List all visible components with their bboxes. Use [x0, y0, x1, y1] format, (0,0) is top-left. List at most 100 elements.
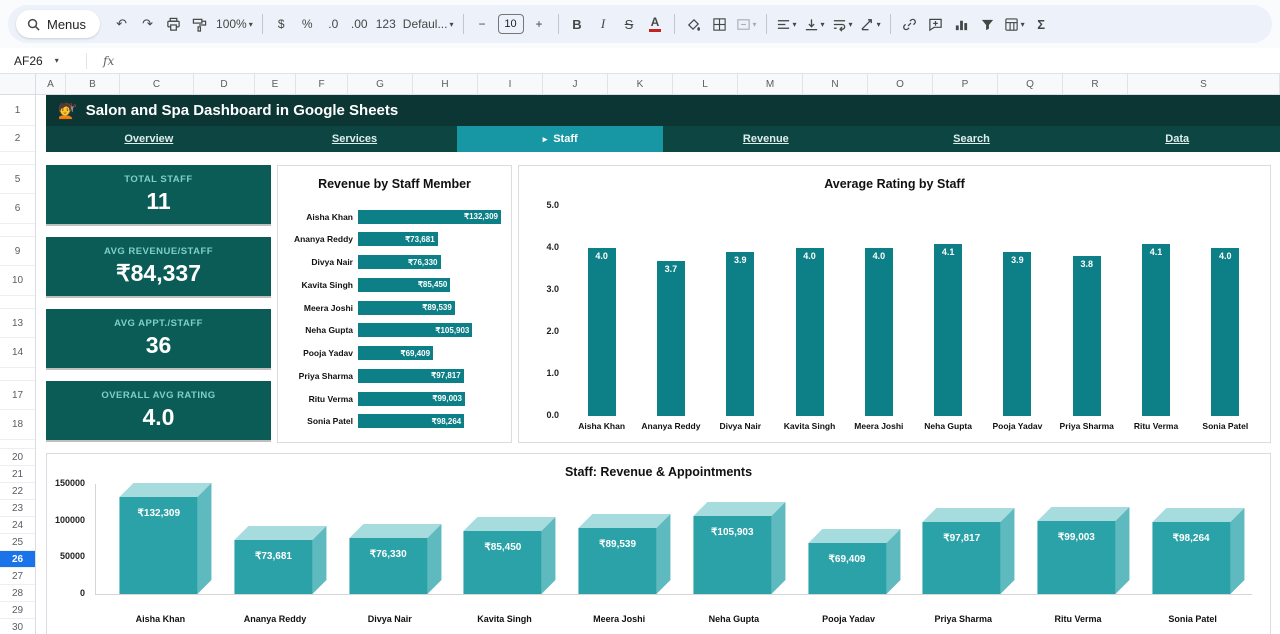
- row-header-gap[interactable]: [0, 224, 35, 237]
- row-header-6[interactable]: 6: [0, 194, 35, 224]
- tab-overview[interactable]: Overview: [46, 126, 252, 152]
- strikethrough-button[interactable]: S: [617, 11, 642, 37]
- column-header-I[interactable]: I: [478, 74, 543, 94]
- functions-button[interactable]: Σ: [1029, 11, 1054, 37]
- insert-link-button[interactable]: [897, 11, 922, 37]
- column-header-J[interactable]: J: [543, 74, 608, 94]
- decrease-font-size-button[interactable]: −: [470, 11, 495, 37]
- insert-comment-button[interactable]: [923, 11, 948, 37]
- merge-cells-button[interactable]: ▾: [733, 11, 760, 37]
- cell-name-box[interactable]: AF26 ▾: [0, 54, 86, 68]
- b3-bar: ₹76,330: [349, 538, 427, 594]
- menus-search-button[interactable]: Menus: [16, 10, 100, 38]
- horizontal-align-button[interactable]: ▾: [773, 11, 800, 37]
- column-header-K[interactable]: K: [608, 74, 673, 94]
- tab-revenue[interactable]: Revenue: [663, 126, 869, 152]
- b3-bar-side-face: [1230, 508, 1244, 594]
- font-select[interactable]: Defaul...▾: [400, 11, 457, 37]
- row-header-24[interactable]: 24: [0, 517, 35, 534]
- currency-format-button[interactable]: $: [269, 11, 294, 37]
- fill-color-button[interactable]: [681, 11, 706, 37]
- create-filter-button[interactable]: [975, 11, 1000, 37]
- table-button[interactable]: ▾: [1001, 11, 1028, 37]
- redo-button[interactable]: ↷: [135, 11, 160, 37]
- row-header-23[interactable]: 23: [0, 500, 35, 517]
- column-header-S[interactable]: S: [1128, 74, 1280, 94]
- bold-button[interactable]: B: [565, 11, 590, 37]
- merge-cells-icon: [736, 17, 751, 32]
- row-header-29[interactable]: 29: [0, 602, 35, 619]
- undo-button[interactable]: ↶: [109, 11, 134, 37]
- column-header-C[interactable]: C: [120, 74, 194, 94]
- row-header-27[interactable]: 27: [0, 568, 35, 585]
- increase-decimal-button[interactable]: .00: [347, 11, 372, 37]
- increase-font-size-button[interactable]: +: [527, 11, 552, 37]
- percent-format-button[interactable]: %: [295, 11, 320, 37]
- rating-chart-title: Average Rating by Staff: [519, 177, 1270, 191]
- paint-format-button[interactable]: [187, 11, 212, 37]
- rating-category-label: Ritu Verma: [1134, 416, 1178, 430]
- number-format-button[interactable]: 123: [373, 11, 399, 37]
- b3-bar: ₹73,681: [234, 540, 312, 594]
- column-header-H[interactable]: H: [413, 74, 478, 94]
- column-header-Q[interactable]: Q: [998, 74, 1063, 94]
- text-rotation-button[interactable]: ▾: [857, 11, 884, 37]
- column-header-D[interactable]: D: [194, 74, 255, 94]
- tab-search[interactable]: Search: [869, 126, 1075, 152]
- vertical-align-button[interactable]: ▾: [801, 11, 828, 37]
- italic-button[interactable]: I: [591, 11, 616, 37]
- column-header-N[interactable]: N: [803, 74, 868, 94]
- column-header-E[interactable]: E: [255, 74, 296, 94]
- zoom-select[interactable]: 100%▾: [213, 11, 256, 37]
- borders-button[interactable]: [707, 11, 732, 37]
- row-header-gap[interactable]: [0, 440, 35, 449]
- row-header-21[interactable]: 21: [0, 466, 35, 483]
- row-header-26[interactable]: 26: [0, 551, 35, 568]
- row-header-17[interactable]: 17: [0, 381, 35, 410]
- b3-category-label: Ritu Verma: [1021, 614, 1136, 624]
- row-header-2[interactable]: 2: [0, 126, 35, 152]
- tab-data[interactable]: Data: [1074, 126, 1280, 152]
- kpi-column: TOTAL STAFF11AVG REVENUE/STAFF₹84,337AVG…: [46, 165, 271, 440]
- column-header-O[interactable]: O: [868, 74, 933, 94]
- row-header-20[interactable]: 20: [0, 449, 35, 466]
- hbar-value-label: ₹97,817: [431, 371, 461, 380]
- row-header-30[interactable]: 30: [0, 619, 35, 634]
- row-header-18[interactable]: 18: [0, 410, 35, 440]
- column-header-F[interactable]: F: [296, 74, 348, 94]
- column-header-P[interactable]: P: [933, 74, 998, 94]
- row-header-28[interactable]: 28: [0, 585, 35, 602]
- row-header-14[interactable]: 14: [0, 338, 35, 368]
- font-size-input[interactable]: 10: [498, 14, 524, 34]
- sheet-canvas[interactable]: 💇 Salon and Spa Dashboard in Google Shee…: [36, 95, 1280, 634]
- column-header-G[interactable]: G: [348, 74, 413, 94]
- row-header-5[interactable]: 5: [0, 165, 35, 194]
- column-header-M[interactable]: M: [738, 74, 803, 94]
- column-header-B[interactable]: B: [66, 74, 120, 94]
- row-header-9[interactable]: 9: [0, 237, 35, 266]
- row-header-25[interactable]: 25: [0, 534, 35, 551]
- column-header-A[interactable]: A: [36, 74, 66, 94]
- text-wrap-button[interactable]: ▾: [829, 11, 856, 37]
- rating-bar: 4.0: [588, 248, 616, 416]
- row-header-gap[interactable]: [0, 368, 35, 381]
- row-header-22[interactable]: 22: [0, 483, 35, 500]
- select-all-corner[interactable]: [0, 74, 36, 94]
- tab-staff[interactable]: ▸Staff: [457, 126, 663, 152]
- decrease-decimal-button[interactable]: .0: [321, 11, 346, 37]
- print-button[interactable]: [161, 11, 186, 37]
- row-header-10[interactable]: 10: [0, 266, 35, 296]
- tab-services[interactable]: Services: [252, 126, 458, 152]
- sigma-icon: Σ: [1037, 17, 1045, 32]
- row-header-gap[interactable]: [0, 296, 35, 309]
- column-header-R[interactable]: R: [1063, 74, 1128, 94]
- row-header-gap[interactable]: [0, 152, 35, 165]
- insert-chart-button[interactable]: [949, 11, 974, 37]
- row-header-13[interactable]: 13: [0, 309, 35, 338]
- font-name: Defaul...: [403, 17, 448, 31]
- column-header-L[interactable]: L: [673, 74, 738, 94]
- hbar-track: ₹132,309: [358, 210, 501, 224]
- row-header-1[interactable]: 1: [0, 95, 35, 126]
- b3-category-label: Ananya Reddy: [218, 614, 333, 624]
- text-color-button[interactable]: A: [643, 11, 668, 37]
